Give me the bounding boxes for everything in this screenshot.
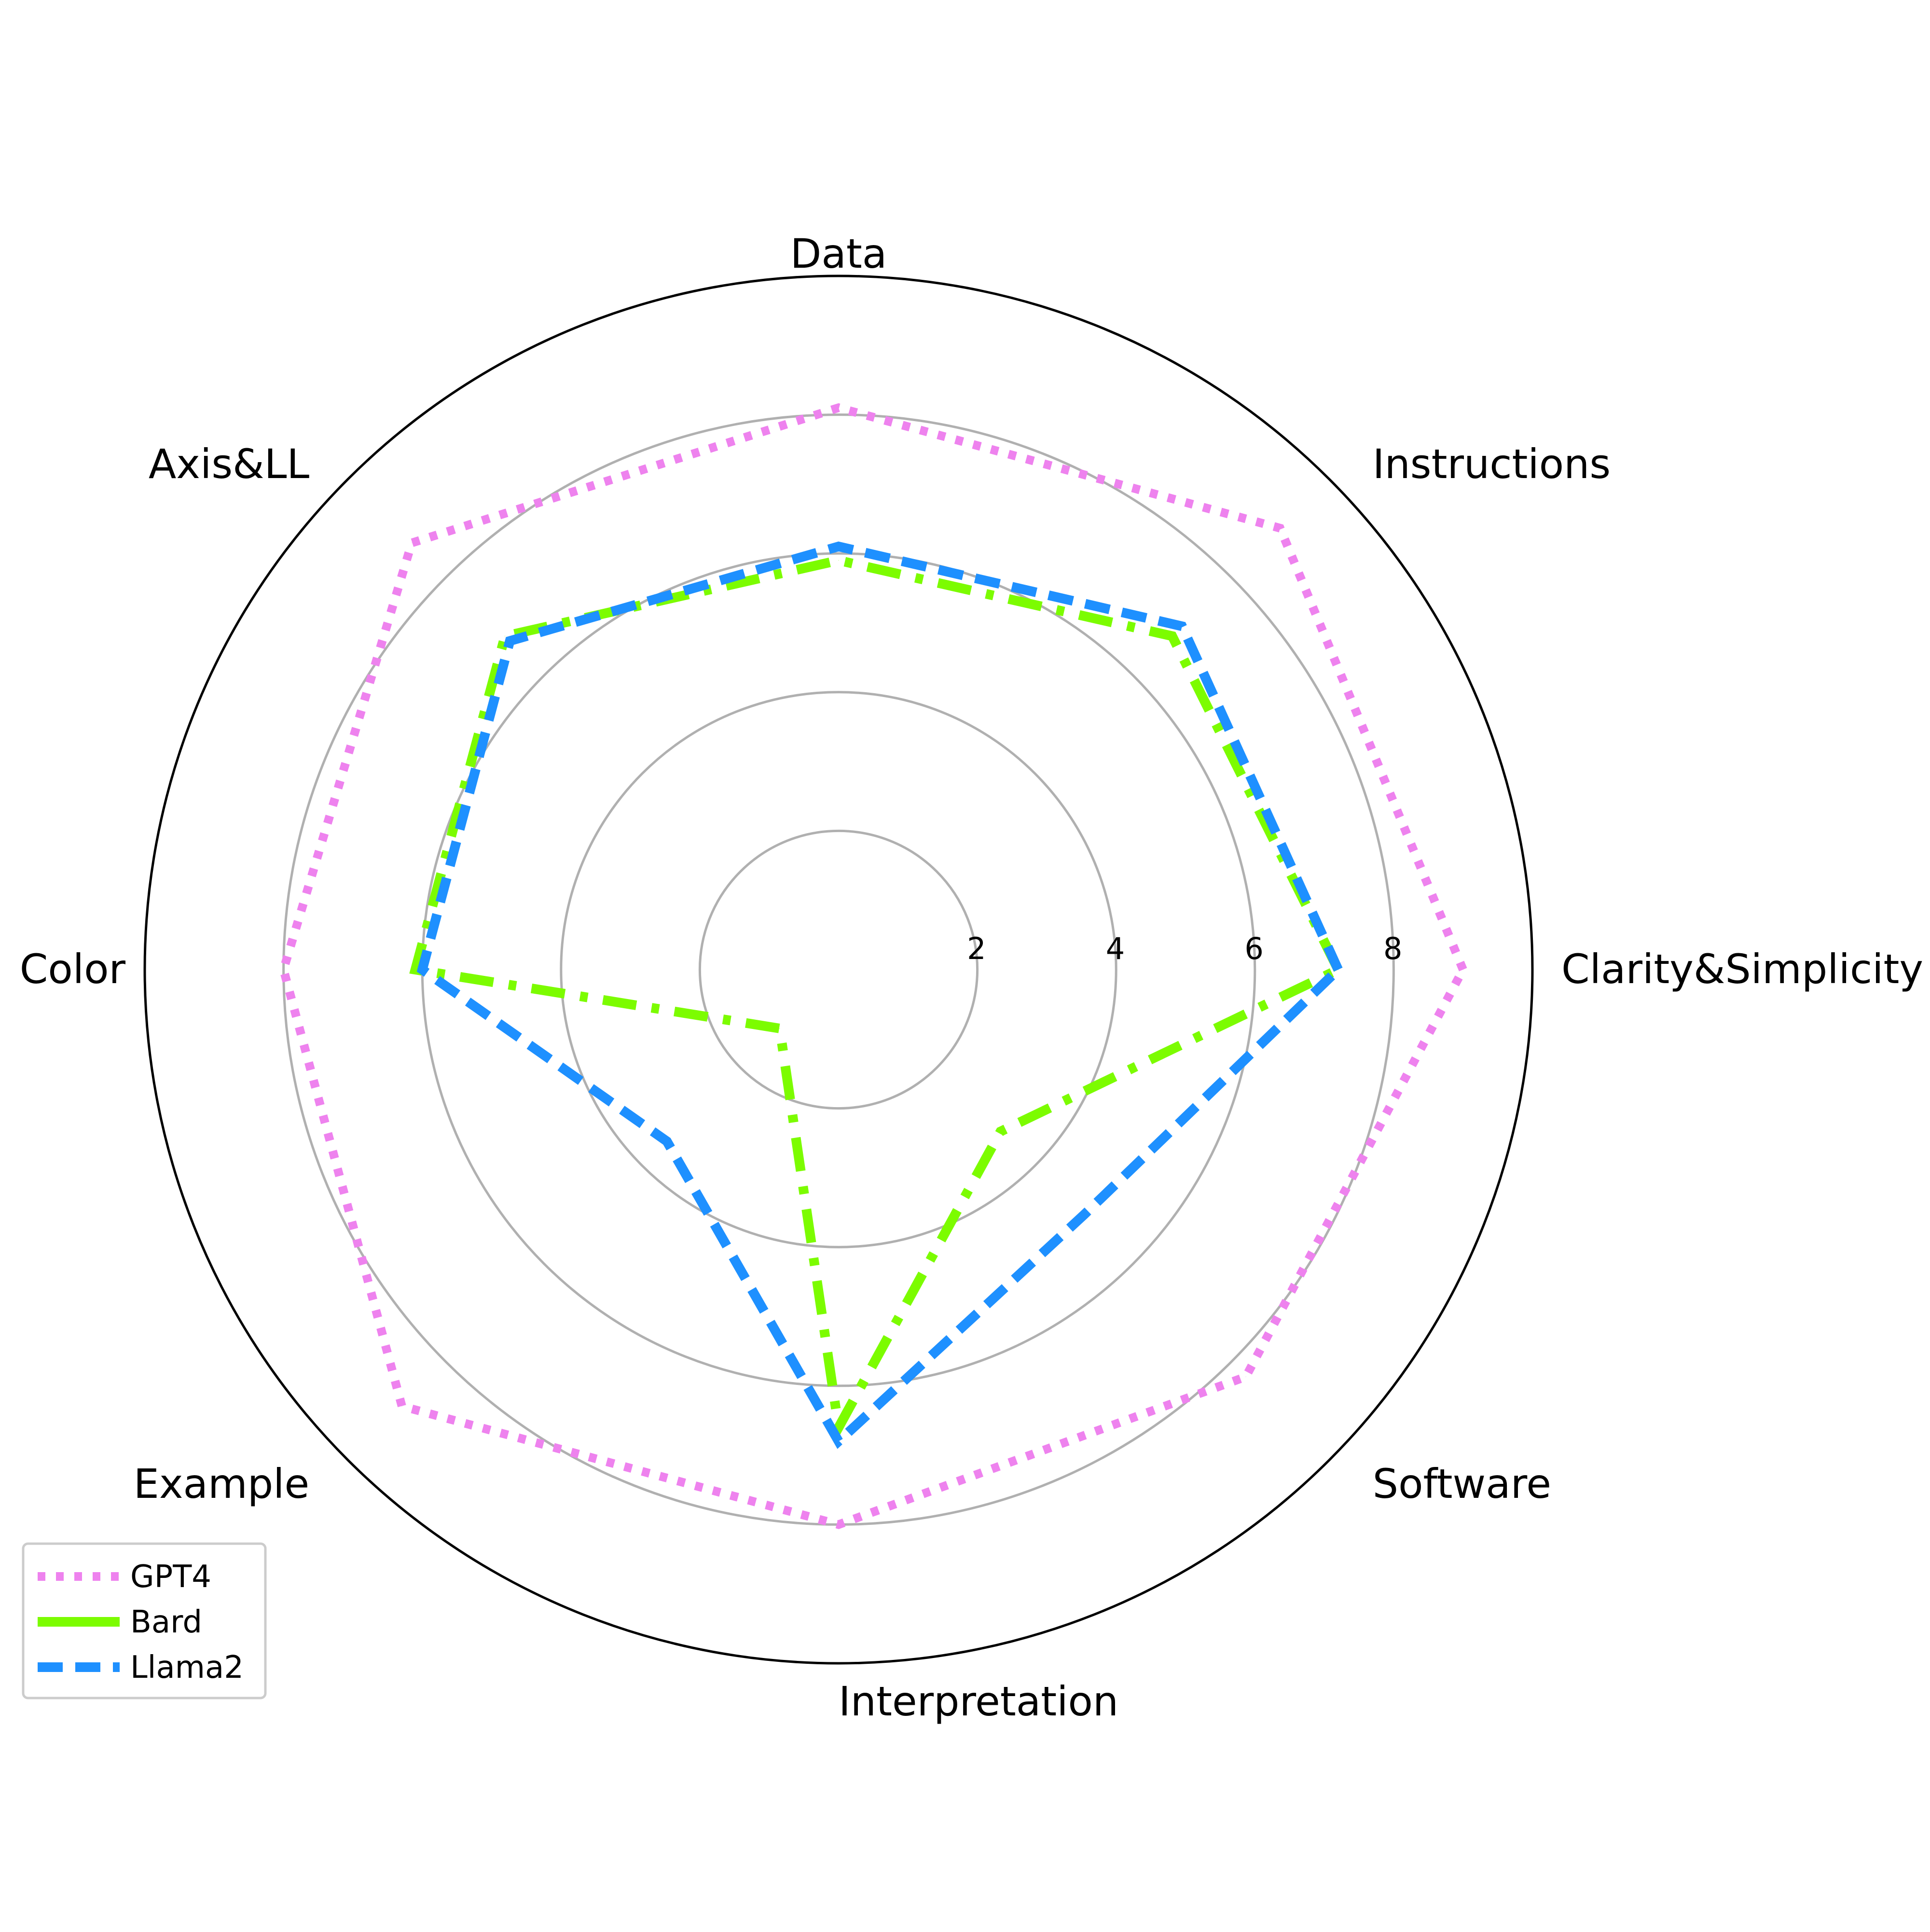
category-label: Color — [20, 945, 126, 993]
grid-circle-4 — [560, 691, 1117, 1248]
legend-label-gpt4: GPT4 — [130, 1559, 211, 1595]
radial-tick-label: 4 — [1106, 931, 1125, 966]
grid-layer: 2 4 6 8 — [143, 274, 1534, 1665]
radial-tick-label: 6 — [1244, 931, 1263, 966]
series-layer — [279, 403, 1468, 1529]
radial-tick-label: 8 — [1383, 931, 1402, 966]
legend-box — [22, 1542, 267, 1699]
outer-frame-circle — [143, 274, 1534, 1665]
category-label: Example — [134, 1460, 309, 1507]
category-label: Axis&LL — [149, 440, 310, 488]
grid-circle-2 — [698, 829, 979, 1110]
legend: GPT4 Bard Llama2 — [22, 1542, 267, 1699]
grid-circle-6 — [421, 552, 1256, 1387]
series-line-gpt4 — [279, 403, 1468, 1529]
grid-circle-8 — [282, 413, 1395, 1526]
category-label: Software — [1373, 1460, 1551, 1507]
radial-tick-label: 2 — [967, 931, 986, 966]
series-line-bard — [409, 555, 1345, 1443]
legend-label-bard: Bard — [130, 1604, 202, 1640]
legend-label-llama2: Llama2 — [130, 1650, 244, 1685]
category-label: Data — [790, 230, 887, 277]
category-label: Instructions — [1373, 440, 1611, 488]
label-layer: Clarity&Simplicity Instructions Data Axis&L… — [20, 230, 1923, 1725]
category-label: Clarity&Simplicity — [1561, 945, 1923, 993]
category-label: Interpretation — [839, 1678, 1118, 1725]
data-point-bard-7 — [1000, 1131, 1001, 1132]
